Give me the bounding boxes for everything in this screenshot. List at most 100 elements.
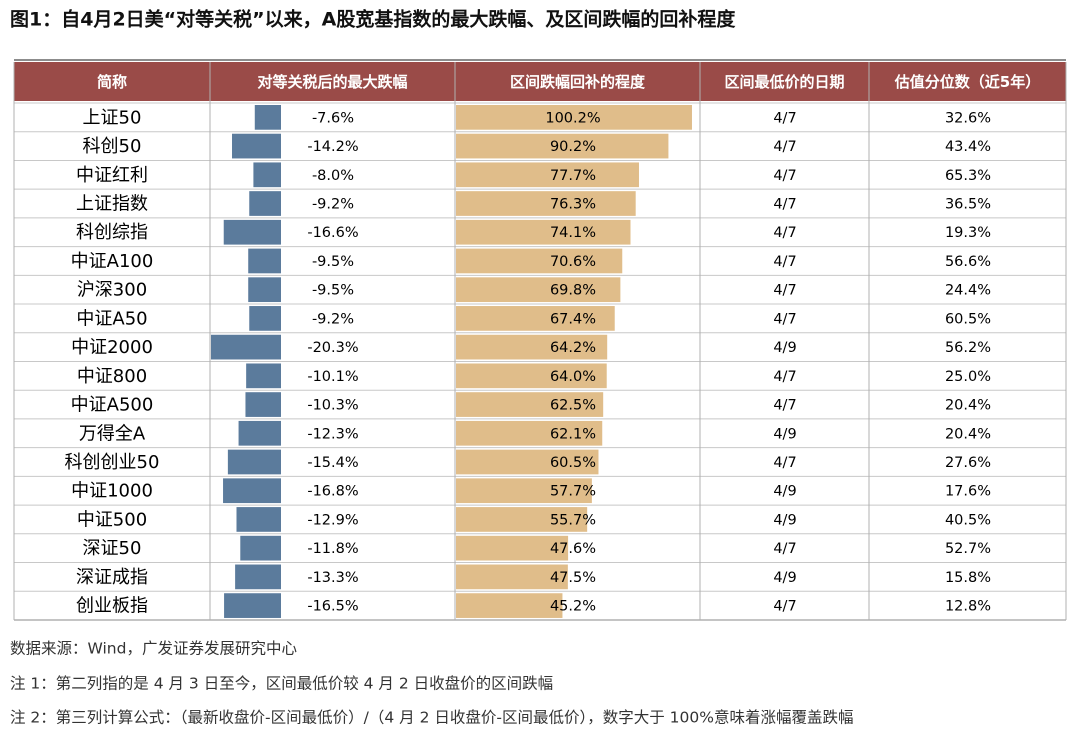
cell: -9.5% <box>312 283 354 299</box>
cell: -9.5% <box>312 254 354 270</box>
cell: 70.6% <box>550 254 596 270</box>
cell: -8.0% <box>312 168 354 184</box>
cell: 17.6% <box>945 484 991 500</box>
index-name: 科创创业50 <box>65 452 160 473</box>
cell: 52.7% <box>945 541 991 557</box>
cell: 64.2% <box>550 340 596 356</box>
index-name: 上证50 <box>83 107 142 128</box>
drawdown-bar <box>248 248 281 274</box>
recovery-bar <box>456 248 623 274</box>
cell: 56.2% <box>945 340 991 356</box>
cell: 76.3% <box>550 197 596 213</box>
recovery-bar <box>456 535 569 561</box>
cell: -12.3% <box>307 426 358 442</box>
cell: 36.5% <box>945 197 991 213</box>
cell: 65.3% <box>945 168 991 184</box>
cell: -16.8% <box>307 484 358 500</box>
cell: 4/7 <box>773 398 796 414</box>
cell: -20.3% <box>307 340 358 356</box>
index-name: 创业板指 <box>76 596 148 617</box>
cell: 12.8% <box>945 599 991 615</box>
recovery-bar <box>456 392 604 417</box>
recovery-bar <box>456 593 563 618</box>
drawdown-bar <box>246 363 281 389</box>
cell: 20.4% <box>945 426 991 442</box>
cell: 62.5% <box>550 398 596 414</box>
drawdown-bar <box>232 133 281 159</box>
recovery-bar <box>456 191 636 216</box>
recovery-bar <box>456 478 592 504</box>
cell: 27.6% <box>945 455 991 471</box>
drawdown-bar <box>248 277 281 303</box>
recovery-bar <box>456 363 607 389</box>
drawdown-bar <box>224 593 281 618</box>
cell: 19.3% <box>945 225 991 241</box>
cell: 24.4% <box>945 283 991 299</box>
cell: 90.2% <box>550 139 596 155</box>
recovery-bar <box>456 420 603 446</box>
index-name: 上证指数 <box>76 194 148 215</box>
index-name: 中证A500 <box>71 395 154 416</box>
cell: -15.4% <box>307 455 358 471</box>
cell: -16.5% <box>307 599 358 615</box>
index-name: 中证500 <box>77 509 147 530</box>
cell: 74.1% <box>550 225 596 241</box>
drawdown-bar <box>238 420 281 446</box>
cell: 4/9 <box>773 484 796 500</box>
recovery-bar <box>456 334 608 360</box>
cell: 4/7 <box>773 225 796 241</box>
cell: 100.2% <box>545 110 600 126</box>
cell: 47.5% <box>550 570 596 586</box>
cell: 4/9 <box>773 570 796 586</box>
cell: -9.2% <box>312 197 354 213</box>
cell: 60.5% <box>945 311 991 327</box>
cell: 32.6% <box>945 110 991 126</box>
cell: 4/7 <box>773 283 796 299</box>
recovery-bar <box>456 306 615 331</box>
cell: 69.8% <box>550 283 596 299</box>
drawdown-bar <box>223 478 281 504</box>
cell: 62.1% <box>550 426 596 442</box>
cell: 4/9 <box>773 340 796 356</box>
header-cell: 对等关税后的最大跌幅 <box>257 73 407 91</box>
index-name: 中证800 <box>77 366 147 387</box>
drawdown-bar <box>249 306 281 331</box>
cell: 4/7 <box>773 254 796 270</box>
index-name: 万得全A <box>79 423 146 444</box>
drawdown-bar <box>249 191 281 216</box>
cell: 4/7 <box>773 197 796 213</box>
index-name: 中证2000 <box>71 337 153 358</box>
drawdown-bar <box>240 535 281 561</box>
note: 注 1：第二列指的是 4 月 3 日至今，区间最低价较 4 月 2 日收盘价的区… <box>10 674 553 693</box>
cell: 4/7 <box>773 369 796 385</box>
index-name: 科创综指 <box>76 222 148 243</box>
index-name: 中证A50 <box>76 308 147 329</box>
recovery-bar <box>456 449 599 475</box>
header-cell: 区间跌幅回补的程度 <box>510 73 646 91</box>
index-name: 沪深300 <box>77 280 147 301</box>
cell: 4/7 <box>773 110 796 126</box>
cell: 64.0% <box>550 369 596 385</box>
index-name: 中证A100 <box>71 251 154 272</box>
recovery-bar <box>456 277 621 303</box>
cell: 45.2% <box>550 599 596 615</box>
index-name: 深证50 <box>83 538 142 559</box>
header-cell: 简称 <box>97 73 127 91</box>
drawdown-bar <box>236 507 281 532</box>
recovery-bar <box>456 133 669 159</box>
cell: 40.5% <box>945 512 991 528</box>
table: 简称 对等关税后的最大跌幅 区间跌幅回补的程度 区间最低价的日期 估值分位数（近5年） 上… <box>13 59 1067 621</box>
cell: 56.6% <box>945 254 991 270</box>
drawdown-bar <box>245 392 281 417</box>
cell: 15.8% <box>945 570 991 586</box>
drawdown-bar <box>223 219 281 245</box>
cell: -10.1% <box>307 369 358 385</box>
cell: 4/7 <box>773 168 796 184</box>
drawdown-bar <box>227 449 281 475</box>
cell: -7.6% <box>312 110 354 126</box>
recovery-bar <box>456 162 639 188</box>
cell: -10.3% <box>307 398 358 414</box>
cell: -12.9% <box>307 512 358 528</box>
drawdown-bar <box>210 334 281 360</box>
